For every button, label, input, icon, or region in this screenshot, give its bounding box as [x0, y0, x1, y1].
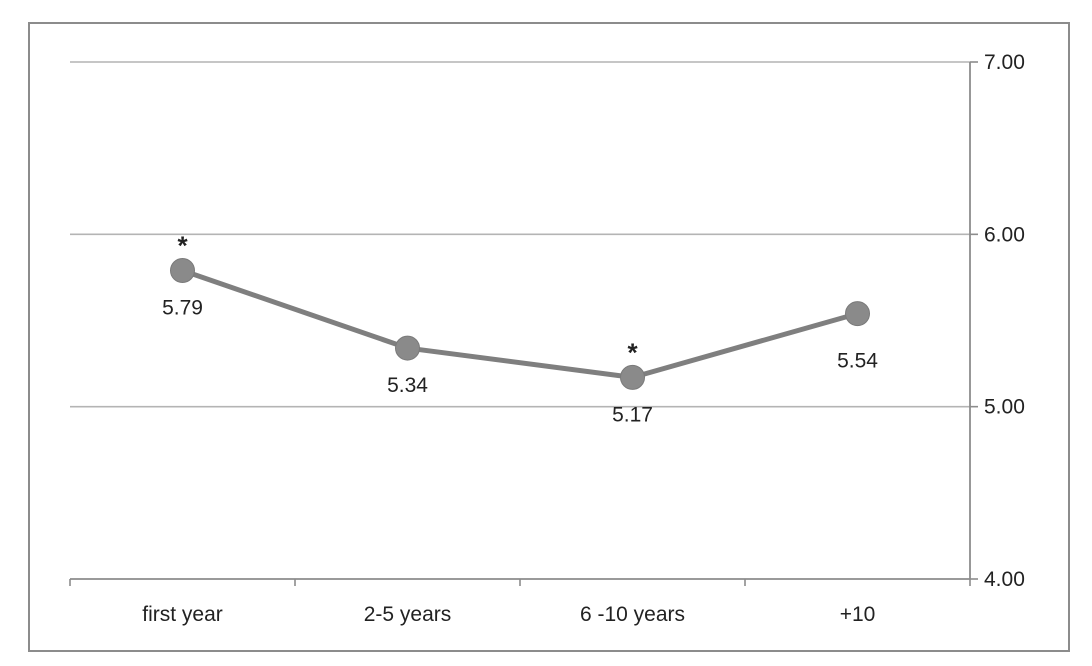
- x-tick-label: first year: [142, 603, 223, 626]
- y-tick-label: 4.00: [984, 568, 1025, 591]
- x-tick-label: 2-5 years: [364, 603, 452, 626]
- line-chart: 4.00 5.00 6.00 7.00 first year 2-5 years 6 -10…: [69, 51, 1025, 626]
- y-tick-label: 7.00: [984, 51, 1025, 74]
- chart-frame: 4.00 5.00 6.00 7.00 first year 2-5 years 6 -10…: [28, 22, 1070, 652]
- data-point: [170, 258, 195, 284]
- significance-marker: *: [177, 231, 188, 261]
- x-tick-label: 6 -10 years: [580, 603, 685, 626]
- series-line: [180, 268, 860, 380]
- data-label: 5.79: [162, 297, 203, 320]
- data-label: 5.17: [612, 403, 653, 426]
- data-label: 5.34: [387, 374, 428, 397]
- data-point: [845, 301, 870, 327]
- y-tick-label: 5.00: [984, 396, 1025, 419]
- data-point: [395, 335, 420, 361]
- data-label: 5.54: [837, 350, 878, 373]
- data-point: [620, 364, 645, 390]
- x-tick-label: +10: [840, 603, 876, 626]
- significance-marker: *: [627, 337, 638, 367]
- y-tick-label: 6.00: [984, 223, 1025, 246]
